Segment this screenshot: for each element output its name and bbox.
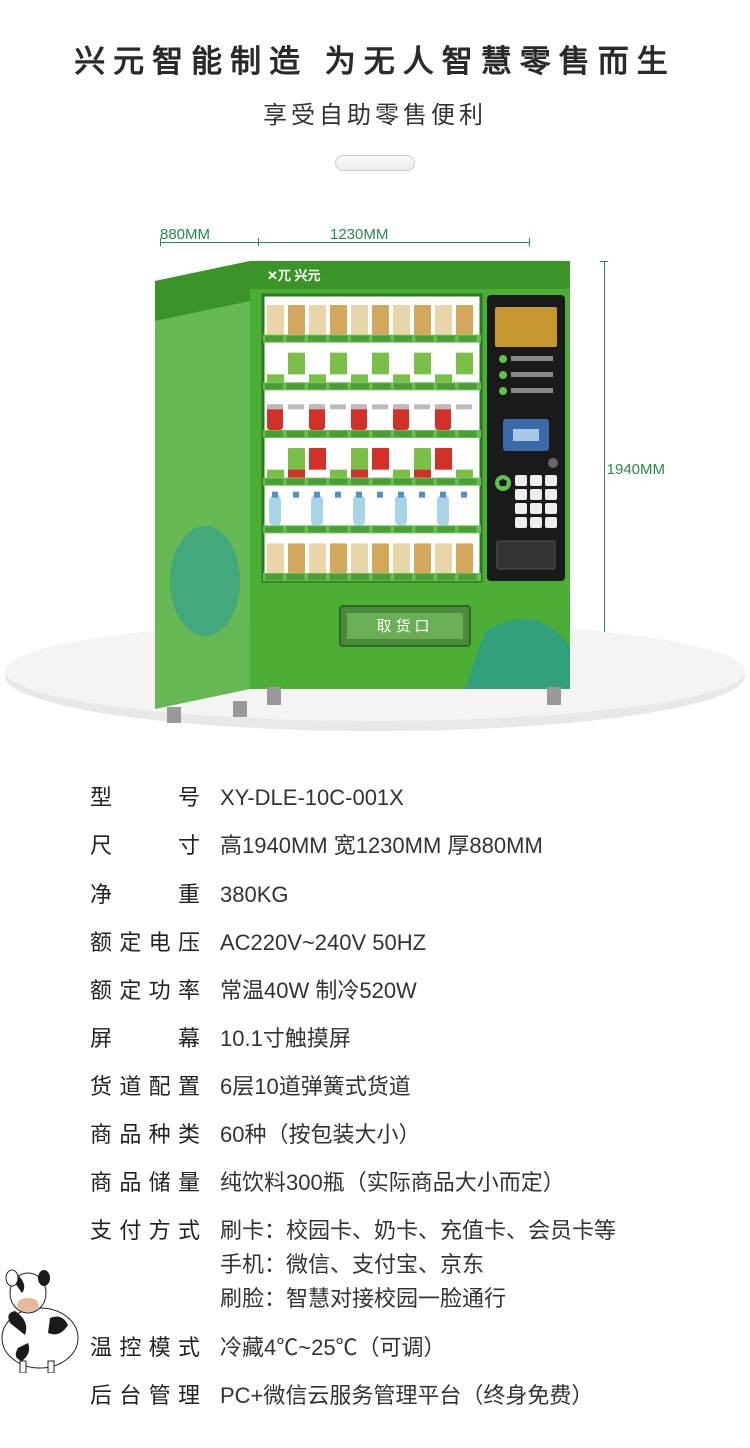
spec-label: 商品储量 xyxy=(90,1166,220,1200)
spec-label: 型号 xyxy=(90,781,220,815)
spec-row: 商品储量纯饮料300瓶（实际商品大小而定） xyxy=(90,1166,690,1200)
spec-value: 10.1寸触摸屏 xyxy=(220,1022,690,1056)
spec-row: 商品种类60种（按包装大小） xyxy=(90,1118,690,1152)
main-title: 兴元智能制造 为无人智慧零售而生 xyxy=(30,40,720,83)
spec-value: XY-DLE-10C-001X xyxy=(220,781,690,815)
spec-row: 后台管理PC+微信云服务管理平台（终身免费） xyxy=(90,1379,690,1413)
spec-row: 型号XY-DLE-10C-001X xyxy=(90,781,690,815)
spec-value: 6层10道弹簧式货道 xyxy=(220,1070,690,1104)
spec-row: 额定电压AC220V~240V 50HZ xyxy=(90,926,690,960)
spec-value: AC220V~240V 50HZ xyxy=(220,926,690,960)
spec-value: 380KG xyxy=(220,878,690,912)
spec-value: 刷卡：校园卡、奶卡、充值卡、会员卡等 手机：微信、支付宝、京东 刷脸：智慧对接校… xyxy=(220,1214,690,1316)
spec-value: 纯饮料300瓶（实际商品大小而定） xyxy=(220,1166,690,1200)
spec-label: 温控模式 xyxy=(90,1331,220,1365)
spec-label: 货道配置 xyxy=(90,1070,220,1104)
spec-label: 额定功率 xyxy=(90,974,220,1008)
divider-pill xyxy=(335,155,415,171)
spec-table: 型号XY-DLE-10C-001X尺寸高1940MM 宽1230MM 厚880M… xyxy=(0,746,750,1446)
spec-value: PC+微信云服务管理平台（终身免费） xyxy=(220,1379,690,1413)
spec-value: 60种（按包装大小） xyxy=(220,1118,690,1152)
spec-row: 屏幕10.1寸触摸屏 xyxy=(90,1022,690,1056)
spec-label: 屏幕 xyxy=(90,1022,220,1056)
spec-row: 尺寸高1940MM 宽1230MM 厚880MM xyxy=(90,829,690,863)
spec-label: 额定电压 xyxy=(90,926,220,960)
spec-label: 后台管理 xyxy=(90,1379,220,1413)
spec-row: 货道配置6层10道弹簧式货道 xyxy=(90,1070,690,1104)
spec-label: 尺寸 xyxy=(90,829,220,863)
svg-text:✕兀 兴元: ✕兀 兴元 xyxy=(267,268,321,283)
svg-text:取货口: 取货口 xyxy=(376,618,433,635)
dim-width-label: 1230MM xyxy=(330,226,388,243)
product-diagram: 880MM 1230MM 1940MM ✕兀 兴元取货口 xyxy=(0,186,750,746)
spec-row: 额定功率常温40W 制冷520W xyxy=(90,974,690,1008)
cow-decoration xyxy=(0,1243,95,1373)
spec-row: 净重380KG xyxy=(90,878,690,912)
subtitle: 享受自助零售便利 xyxy=(30,95,720,130)
spec-row: 支付方式刷卡：校园卡、奶卡、充值卡、会员卡等 手机：微信、支付宝、京东 刷脸：智… xyxy=(90,1214,690,1316)
spec-value: 冷藏4℃~25℃（可调） xyxy=(220,1331,690,1365)
spec-label: 支付方式 xyxy=(90,1214,220,1316)
header: 兴元智能制造 为无人智慧零售而生 享受自助零售便利 xyxy=(0,0,750,186)
spec-label: 净重 xyxy=(90,878,220,912)
dim-height-label: 1940MM xyxy=(607,461,665,478)
vending-machine-illustration: ✕兀 兴元取货口 xyxy=(155,251,595,731)
spec-value: 高1940MM 宽1230MM 厚880MM xyxy=(220,829,690,863)
spec-label: 商品种类 xyxy=(90,1118,220,1152)
dim-depth-label: 880MM xyxy=(160,226,210,243)
spec-row: 温控模式冷藏4℃~25℃（可调） xyxy=(90,1331,690,1365)
spec-value: 常温40W 制冷520W xyxy=(220,974,690,1008)
